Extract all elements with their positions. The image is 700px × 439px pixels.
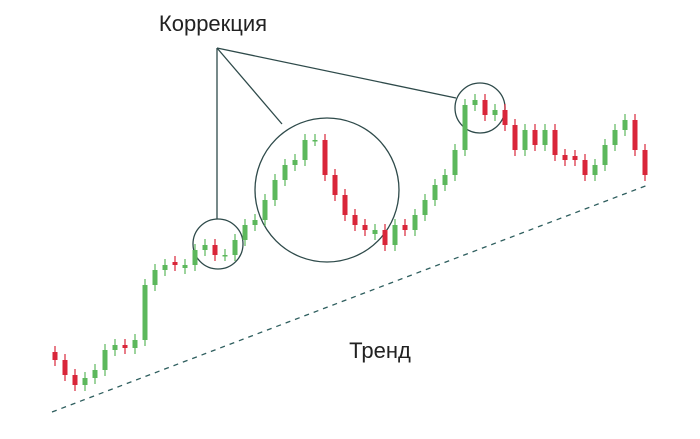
candle-body <box>372 230 378 234</box>
candle-body <box>152 270 158 285</box>
annotation: Коррекция <box>159 11 267 36</box>
candle-body <box>622 120 628 130</box>
correction-circle <box>254 117 400 263</box>
pointer-line <box>216 47 283 125</box>
candle-body <box>632 120 638 150</box>
candle-body <box>472 100 478 105</box>
candle-body <box>142 285 148 340</box>
candle-body <box>362 225 368 230</box>
candle-body <box>222 255 228 257</box>
candle-body <box>232 240 238 255</box>
candle-body <box>172 262 178 265</box>
candle-body <box>442 175 448 185</box>
trend-line <box>51 184 649 413</box>
candle-body <box>612 130 618 145</box>
annotation: Тренд <box>349 338 411 363</box>
candle-body <box>62 360 68 375</box>
candle-body <box>402 225 408 230</box>
candle-body <box>432 185 438 200</box>
candle-body <box>182 265 188 268</box>
candle-body <box>512 125 518 150</box>
candle-body <box>532 130 538 145</box>
candle-body <box>292 160 298 165</box>
candle-body <box>602 145 608 165</box>
candle-body <box>642 150 648 175</box>
candle-body <box>72 375 78 385</box>
candle-body <box>122 345 128 348</box>
candle-body <box>382 230 388 245</box>
candle-body <box>592 165 598 175</box>
candle-body <box>272 180 278 200</box>
candle-body <box>482 100 488 115</box>
candle-body <box>102 350 108 370</box>
candle-body <box>582 160 588 175</box>
candle-body <box>132 340 138 348</box>
candle-body <box>192 250 198 265</box>
candle-body <box>412 215 418 230</box>
candle-body <box>202 245 208 250</box>
candle-body <box>552 130 558 155</box>
candle-body <box>242 225 248 240</box>
candle-body <box>82 378 88 385</box>
candle-body <box>322 140 328 175</box>
candle-body <box>572 156 578 160</box>
candle-body <box>522 130 528 150</box>
candle-body <box>562 155 568 160</box>
candle-body <box>302 140 308 160</box>
candle-body <box>212 245 218 255</box>
candle-body <box>502 110 508 125</box>
candle-body <box>492 110 498 115</box>
candle-body <box>392 225 398 245</box>
candle-body <box>452 150 458 175</box>
correction-circle <box>192 218 244 270</box>
candle-body <box>282 165 288 180</box>
candle-body <box>332 175 338 195</box>
candle-body <box>352 215 358 225</box>
candle-body <box>342 195 348 215</box>
candle-body <box>112 345 118 350</box>
candle-body <box>162 265 168 270</box>
candle-body <box>422 200 428 215</box>
candle-body <box>462 105 468 150</box>
candle-body <box>92 370 98 378</box>
candle-body <box>312 140 318 142</box>
pointer-line <box>216 47 457 99</box>
candle-body <box>542 130 548 145</box>
candle-body <box>262 200 268 220</box>
candle-body <box>252 220 258 225</box>
candle-body <box>52 352 58 360</box>
